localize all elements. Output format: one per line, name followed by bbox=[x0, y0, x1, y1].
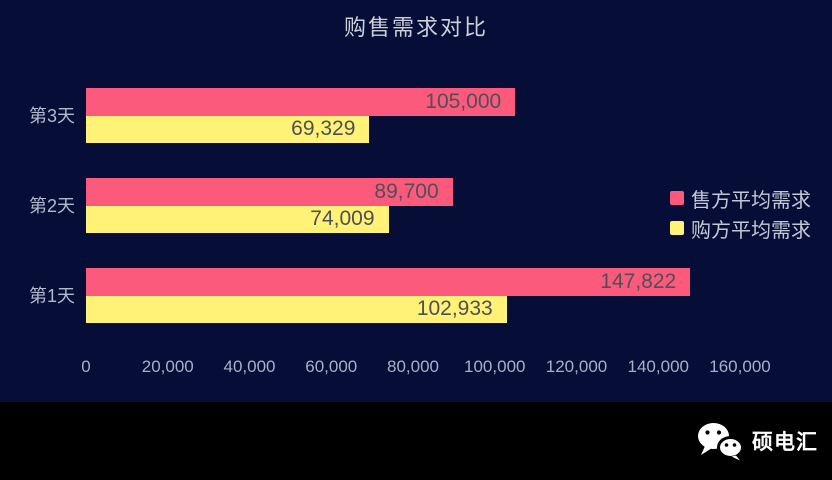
y-axis-category-label: 第3天 bbox=[28, 105, 75, 126]
bar-value-label: 102,933 bbox=[416, 297, 493, 321]
legend-label: 购方平均需求 bbox=[691, 219, 811, 242]
x-axis-tick-label: 140,000 bbox=[627, 357, 689, 376]
bar-售方平均需求-第3天: 105,000 bbox=[86, 88, 516, 116]
legend-label: 售方平均需求 bbox=[691, 189, 811, 212]
chart-title: 购售需求对比 bbox=[343, 15, 488, 40]
footer-watermark-band: 硕电汇 bbox=[0, 402, 832, 480]
seller-legend-swatch-icon bbox=[670, 191, 684, 205]
x-axis-tick-label: 40,000 bbox=[223, 357, 276, 376]
x-axis-tick-label: 0 bbox=[81, 357, 91, 376]
x-axis-tick-label: 120,000 bbox=[545, 357, 608, 376]
legend-item-seller: 售方平均需求 bbox=[670, 188, 811, 212]
y-axis-category-label: 第1天 bbox=[28, 285, 75, 306]
legend: 售方平均需求 购方平均需求 bbox=[670, 188, 811, 242]
bar-value-label: 105,000 bbox=[425, 89, 502, 113]
x-axis-tick-label: 60,000 bbox=[305, 357, 358, 376]
x-axis-tick-label: 80,000 bbox=[387, 357, 439, 376]
bar-value-label: 74,009 bbox=[310, 207, 375, 231]
bar-购方平均需求-第2天: 74,009 bbox=[86, 205, 389, 233]
bar-value-label: 69,329 bbox=[291, 117, 356, 141]
buyer-legend-swatch-icon bbox=[670, 221, 684, 235]
watermark-text: 硕电汇 bbox=[752, 431, 818, 454]
x-axis-tick-label: 20,000 bbox=[141, 357, 194, 376]
x-axis-tick-label: 160,000 bbox=[709, 357, 771, 376]
bar-售方平均需求-第2天: 89,700 bbox=[86, 178, 453, 206]
x-axis-tick-label: 100,000 bbox=[464, 357, 526, 376]
bar-购方平均需求-第3天: 69,329 bbox=[86, 115, 370, 143]
bar-购方平均需求-第1天: 102,933 bbox=[86, 295, 507, 323]
y-axis-category-label: 第2天 bbox=[28, 195, 75, 216]
bar-售方平均需求-第1天: 147,822 bbox=[86, 268, 691, 296]
bar-value-label: 89,700 bbox=[374, 179, 439, 203]
wechat-icon bbox=[698, 423, 744, 461]
bar-value-label: 147,822 bbox=[600, 269, 677, 293]
legend-item-buyer: 购方平均需求 bbox=[670, 218, 811, 242]
